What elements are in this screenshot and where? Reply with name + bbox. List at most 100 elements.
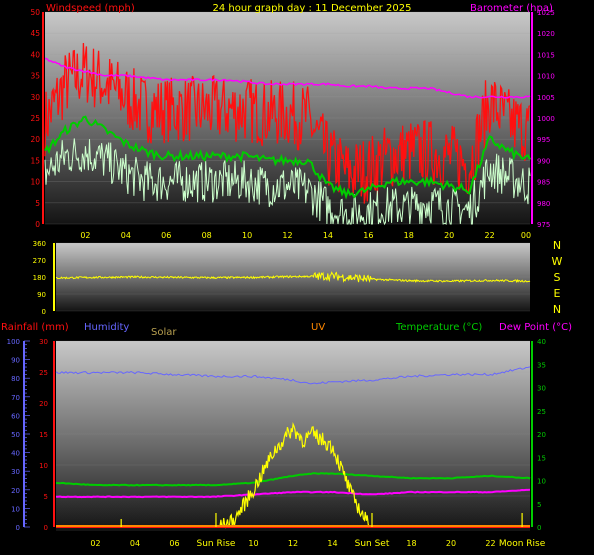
dewpoint-axis-title: Dew Point (°C) xyxy=(499,322,572,333)
humidity-axis-title: Humidity xyxy=(84,322,129,333)
baro-y-tick: 1010 xyxy=(537,73,555,81)
temperature-y-tick: 0 xyxy=(537,524,541,532)
solar-label: Solar xyxy=(151,327,177,338)
baro-y-tick: 980 xyxy=(537,200,550,208)
temperature-y-tick: 35 xyxy=(537,361,546,369)
barometer-line xyxy=(44,57,531,99)
direction-y-tick: 270 xyxy=(33,257,46,265)
compass-s: S xyxy=(554,271,561,284)
wind-x-tick: 04 xyxy=(121,231,131,240)
bottom-x-tick: 10 xyxy=(248,539,258,548)
uv-label: UV xyxy=(311,322,325,333)
rain-y-tick: 15 xyxy=(39,431,48,439)
rain-axis-title: Rainfall (mm) xyxy=(1,322,69,333)
humidity-y-tick: 80 xyxy=(11,375,20,383)
wind-axis-title: Windspeed (mph) xyxy=(46,3,135,14)
rain-y-tick: 10 xyxy=(39,462,48,470)
humidity-y-tick: 90 xyxy=(11,357,20,365)
wind-y-tick: 25 xyxy=(30,114,40,123)
windspeed-line xyxy=(44,42,531,204)
rain-y-tick: 5 xyxy=(44,493,48,501)
wind-y-tick: 40 xyxy=(30,50,40,59)
rain-y-tick: 20 xyxy=(39,400,48,408)
bottom-x-tick: 22 xyxy=(485,539,495,548)
direction-y-tick: 180 xyxy=(33,274,46,282)
temperature-y-tick: 15 xyxy=(537,454,546,462)
wind-x-tick: 18 xyxy=(404,231,414,240)
humidity-y-tick: 50 xyxy=(11,431,20,439)
temperature-line xyxy=(55,472,531,487)
direction-y-tick: 0 xyxy=(42,308,46,316)
humidity-y-tick: 20 xyxy=(11,487,20,495)
wind-x-tick: 10 xyxy=(242,231,252,240)
rain-y-tick: 25 xyxy=(39,369,48,377)
compass-w: W xyxy=(552,255,563,268)
wind-y-tick: 30 xyxy=(30,93,40,102)
wind-x-tick: 06 xyxy=(161,231,171,240)
temperature-y-tick: 40 xyxy=(537,338,546,346)
wind-y-tick: 15 xyxy=(30,156,40,165)
solar-line xyxy=(219,421,372,529)
sunset-label: Sun Set xyxy=(355,539,390,549)
direction-series: 0 90 180 270 360 xyxy=(33,240,531,316)
rain-y-tick: 0 xyxy=(44,524,48,532)
wind-y-tick: 35 xyxy=(30,72,40,81)
baro-axis-title: Barometer (hpa) xyxy=(470,3,553,14)
temperature-y-tick: 10 xyxy=(537,478,546,486)
baro-y-tick: 975 xyxy=(537,221,550,229)
bottom-x-tick: 06 xyxy=(169,539,179,548)
wind-x-tick: 16 xyxy=(363,231,373,240)
direction-y-tick: 90 xyxy=(37,291,46,299)
direction-y-tick: 360 xyxy=(33,240,46,248)
compass-e: E xyxy=(554,287,561,300)
temperature-y-tick: 5 xyxy=(537,501,541,509)
wind-y-tick: 5 xyxy=(35,199,40,208)
wind-y-tick: 10 xyxy=(30,178,40,187)
wind-light-line xyxy=(44,138,531,226)
dewpoint-line xyxy=(55,488,531,499)
wind-y-tick: 45 xyxy=(30,29,40,38)
wind-x-tick: 00 xyxy=(521,231,531,240)
humidity-y-tick: 60 xyxy=(11,412,20,420)
temperature-y-tick: 20 xyxy=(537,431,546,439)
compass-n-top: N xyxy=(553,239,561,252)
temperature-axis-title: Temperature (°C) xyxy=(395,322,482,333)
bottom-x-tick: 02 xyxy=(90,539,100,548)
baro-y-tick: 1025 xyxy=(537,9,555,17)
wind-x-tick: 14 xyxy=(323,231,333,240)
bottom-series xyxy=(55,366,531,529)
rain-y-tick: 30 xyxy=(39,338,48,346)
humidity-y-tick: 100 xyxy=(7,338,20,346)
bottom-x-tick: 04 xyxy=(130,539,140,548)
humidity-y-tick: 70 xyxy=(11,394,20,402)
direction-line xyxy=(56,271,531,284)
baro-y-tick: 1015 xyxy=(537,51,555,59)
baro-y-tick: 1020 xyxy=(537,30,555,38)
event-markers: Sun Rise Sun Set Moon Rise xyxy=(120,513,546,549)
humidity-line xyxy=(55,366,531,385)
baro-y-tick: 995 xyxy=(537,136,550,144)
bottom-x-tick: 12 xyxy=(288,539,298,548)
bottom-x-tick: 14 xyxy=(327,539,337,548)
wind-x-tick: 22 xyxy=(484,231,494,240)
bottom-x-tick: 20 xyxy=(446,539,456,548)
humidity-y-tick: 0 xyxy=(16,524,20,532)
baro-y-tick: 1000 xyxy=(537,115,555,123)
baro-y-tick: 985 xyxy=(537,179,550,187)
wind-x-tick: 02 xyxy=(80,231,90,240)
humidity-y-tick: 10 xyxy=(11,505,20,513)
temperature-y-tick: 30 xyxy=(537,385,546,393)
wind-axes: 0510152025303540455097598098599099510001… xyxy=(30,8,554,240)
wind-x-tick: 20 xyxy=(444,231,454,240)
humidity-y-tick: 40 xyxy=(11,450,20,458)
moonrise-label: Moon Rise xyxy=(499,539,546,549)
wind-x-tick: 12 xyxy=(282,231,292,240)
wind-y-tick: 50 xyxy=(30,8,40,17)
wind-y-tick: 0 xyxy=(35,220,40,229)
humidity-y-tick: 30 xyxy=(11,468,20,476)
bottom-x-tick: 18 xyxy=(406,539,416,548)
bottom-axes: 0 10 20 30 40 50 60 70 80 90 100 0 5 10 15 20 25 30 0 5 10 15… xyxy=(7,338,546,548)
temperature-y-tick: 25 xyxy=(537,408,546,416)
compass-n-bottom: N xyxy=(553,303,561,316)
